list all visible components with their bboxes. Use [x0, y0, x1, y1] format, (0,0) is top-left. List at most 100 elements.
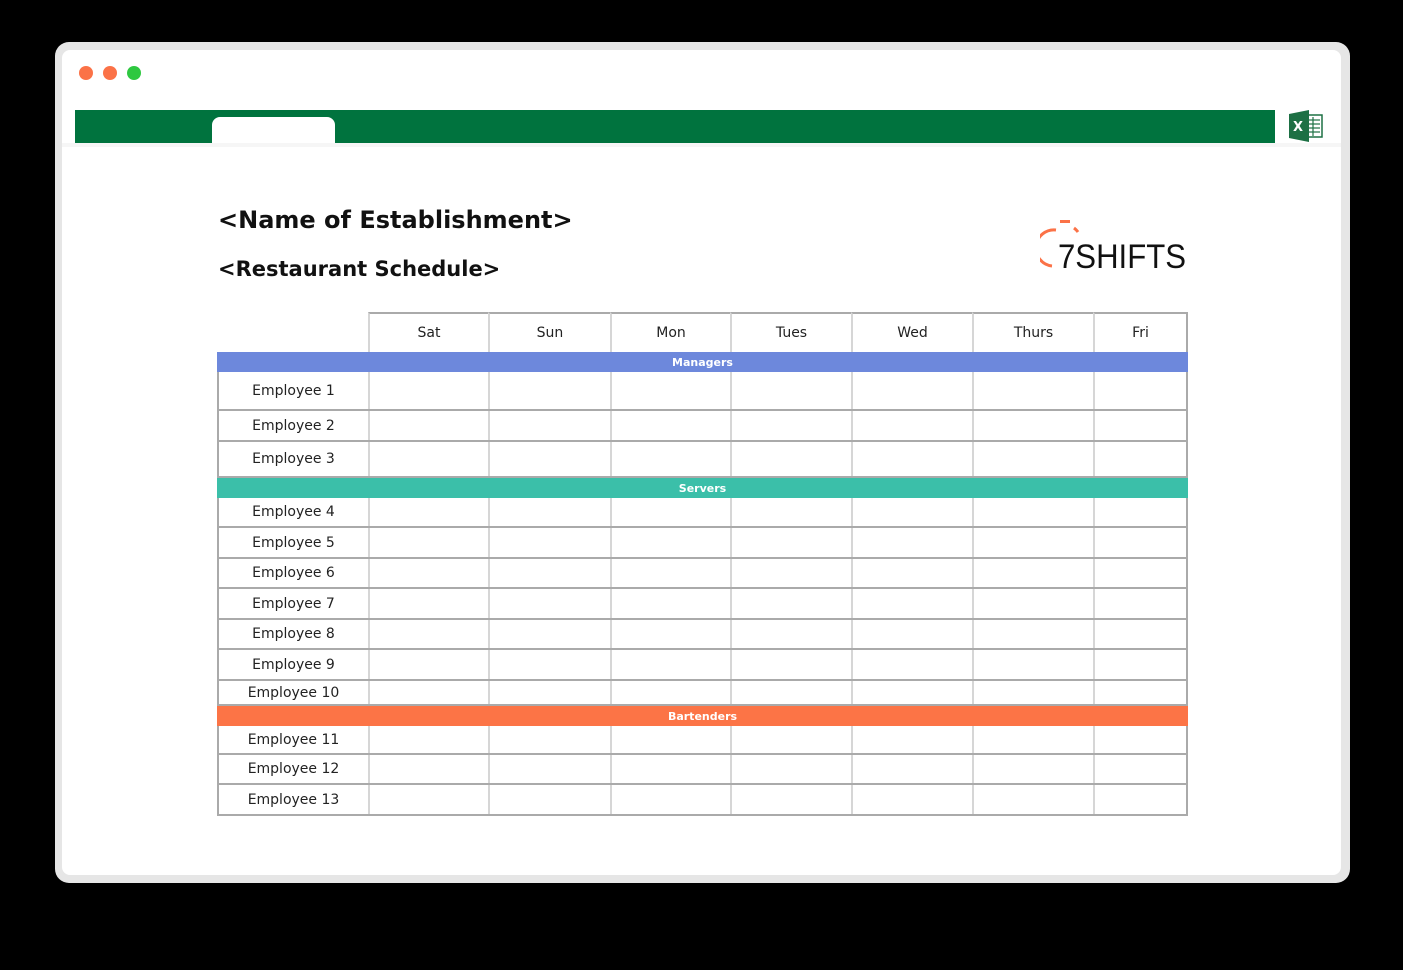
- shift-cell[interactable]: [368, 372, 488, 409]
- shift-cell[interactable]: [368, 559, 488, 587]
- shift-cell[interactable]: [368, 411, 488, 440]
- shift-cell[interactable]: [610, 528, 730, 557]
- shift-cell[interactable]: [368, 650, 488, 679]
- shift-cell[interactable]: [1093, 589, 1188, 618]
- shift-cell[interactable]: [730, 498, 851, 526]
- shift-cell[interactable]: [368, 589, 488, 618]
- section-header-managers: Managers: [217, 352, 1188, 372]
- shift-cell[interactable]: [730, 372, 851, 409]
- shift-cell[interactable]: [610, 372, 730, 409]
- shift-cell[interactable]: [610, 650, 730, 679]
- shift-cell[interactable]: [730, 726, 851, 753]
- shift-cell[interactable]: [972, 726, 1093, 753]
- shift-cell[interactable]: [488, 620, 610, 648]
- shift-cell[interactable]: [730, 620, 851, 648]
- shift-cell[interactable]: [851, 442, 972, 476]
- shift-cell[interactable]: [1093, 411, 1188, 440]
- shift-cell[interactable]: [488, 755, 610, 783]
- shift-cell[interactable]: [972, 620, 1093, 648]
- shift-cell[interactable]: [1093, 442, 1188, 476]
- shift-cell[interactable]: [1093, 681, 1188, 704]
- shift-cell[interactable]: [730, 559, 851, 587]
- shift-cell[interactable]: [488, 785, 610, 814]
- shift-cell[interactable]: [488, 681, 610, 704]
- shift-cell[interactable]: [730, 785, 851, 814]
- shift-cell[interactable]: [851, 589, 972, 618]
- shift-cell[interactable]: [851, 755, 972, 783]
- shift-cell[interactable]: [972, 372, 1093, 409]
- shift-cell[interactable]: [1093, 559, 1188, 587]
- shift-cell[interactable]: [730, 681, 851, 704]
- shift-cell[interactable]: [610, 785, 730, 814]
- shift-cell[interactable]: [610, 755, 730, 783]
- shift-cell[interactable]: [851, 650, 972, 679]
- shift-cell[interactable]: [972, 755, 1093, 783]
- shift-cell[interactable]: [368, 442, 488, 476]
- shift-cell[interactable]: [488, 559, 610, 587]
- shift-cell[interactable]: [1093, 528, 1188, 557]
- shift-cell[interactable]: [972, 442, 1093, 476]
- shift-cell[interactable]: [488, 498, 610, 526]
- shift-cell[interactable]: [610, 411, 730, 440]
- shift-cell[interactable]: [488, 528, 610, 557]
- minimize-button[interactable]: [103, 66, 117, 80]
- shift-cell[interactable]: [851, 559, 972, 587]
- shift-cell[interactable]: [1093, 372, 1188, 409]
- shift-cell[interactable]: [972, 498, 1093, 526]
- shift-cell[interactable]: [368, 620, 488, 648]
- shift-cell[interactable]: [610, 559, 730, 587]
- shift-cell[interactable]: [488, 650, 610, 679]
- shift-cell[interactable]: [1093, 726, 1188, 753]
- maximize-button[interactable]: [127, 66, 141, 80]
- shift-cell[interactable]: [972, 559, 1093, 587]
- shift-cell[interactable]: [972, 528, 1093, 557]
- shift-cell[interactable]: [851, 498, 972, 526]
- shift-cell[interactable]: [972, 650, 1093, 679]
- shift-cell[interactable]: [1093, 498, 1188, 526]
- shift-cell[interactable]: [610, 589, 730, 618]
- shift-cell[interactable]: [488, 442, 610, 476]
- header-row: Sat Sun Mon Tues Wed Thurs Fri: [217, 312, 1188, 352]
- shift-cell[interactable]: [488, 726, 610, 753]
- shift-cell[interactable]: [730, 589, 851, 618]
- shift-cell[interactable]: [610, 620, 730, 648]
- shift-cell[interactable]: [610, 498, 730, 526]
- table-row: Employee 4: [217, 498, 1188, 528]
- shift-cell[interactable]: [1093, 785, 1188, 814]
- shift-cell[interactable]: [1093, 650, 1188, 679]
- shift-cell[interactable]: [368, 785, 488, 814]
- active-tab[interactable]: [212, 117, 335, 147]
- shift-cell[interactable]: [851, 528, 972, 557]
- shift-cell[interactable]: [1093, 620, 1188, 648]
- shift-cell[interactable]: [730, 650, 851, 679]
- shift-cell[interactable]: [610, 726, 730, 753]
- shift-cell[interactable]: [851, 785, 972, 814]
- shift-cell[interactable]: [368, 726, 488, 753]
- shift-cell[interactable]: [972, 681, 1093, 704]
- shift-cell[interactable]: [488, 372, 610, 409]
- shift-cell[interactable]: [730, 411, 851, 440]
- shift-cell[interactable]: [851, 620, 972, 648]
- shift-cell[interactable]: [368, 528, 488, 557]
- shift-cell[interactable]: [488, 589, 610, 618]
- shift-cell[interactable]: [851, 372, 972, 409]
- shift-cell[interactable]: [972, 589, 1093, 618]
- shift-cell[interactable]: [730, 528, 851, 557]
- shift-cell[interactable]: [730, 442, 851, 476]
- shift-cell[interactable]: [851, 726, 972, 753]
- close-button[interactable]: [79, 66, 93, 80]
- shift-cell[interactable]: [972, 411, 1093, 440]
- shift-cell[interactable]: [851, 411, 972, 440]
- shift-cell[interactable]: [730, 755, 851, 783]
- shift-cell[interactable]: [972, 785, 1093, 814]
- shift-cell[interactable]: [488, 411, 610, 440]
- shift-cell[interactable]: [1093, 755, 1188, 783]
- shift-cell[interactable]: [368, 755, 488, 783]
- shift-cell[interactable]: [851, 681, 972, 704]
- table-row: Employee 7: [217, 589, 1188, 620]
- shift-cell[interactable]: [610, 681, 730, 704]
- table-row: Employee 9: [217, 650, 1188, 681]
- shift-cell[interactable]: [610, 442, 730, 476]
- shift-cell[interactable]: [368, 681, 488, 704]
- shift-cell[interactable]: [368, 498, 488, 526]
